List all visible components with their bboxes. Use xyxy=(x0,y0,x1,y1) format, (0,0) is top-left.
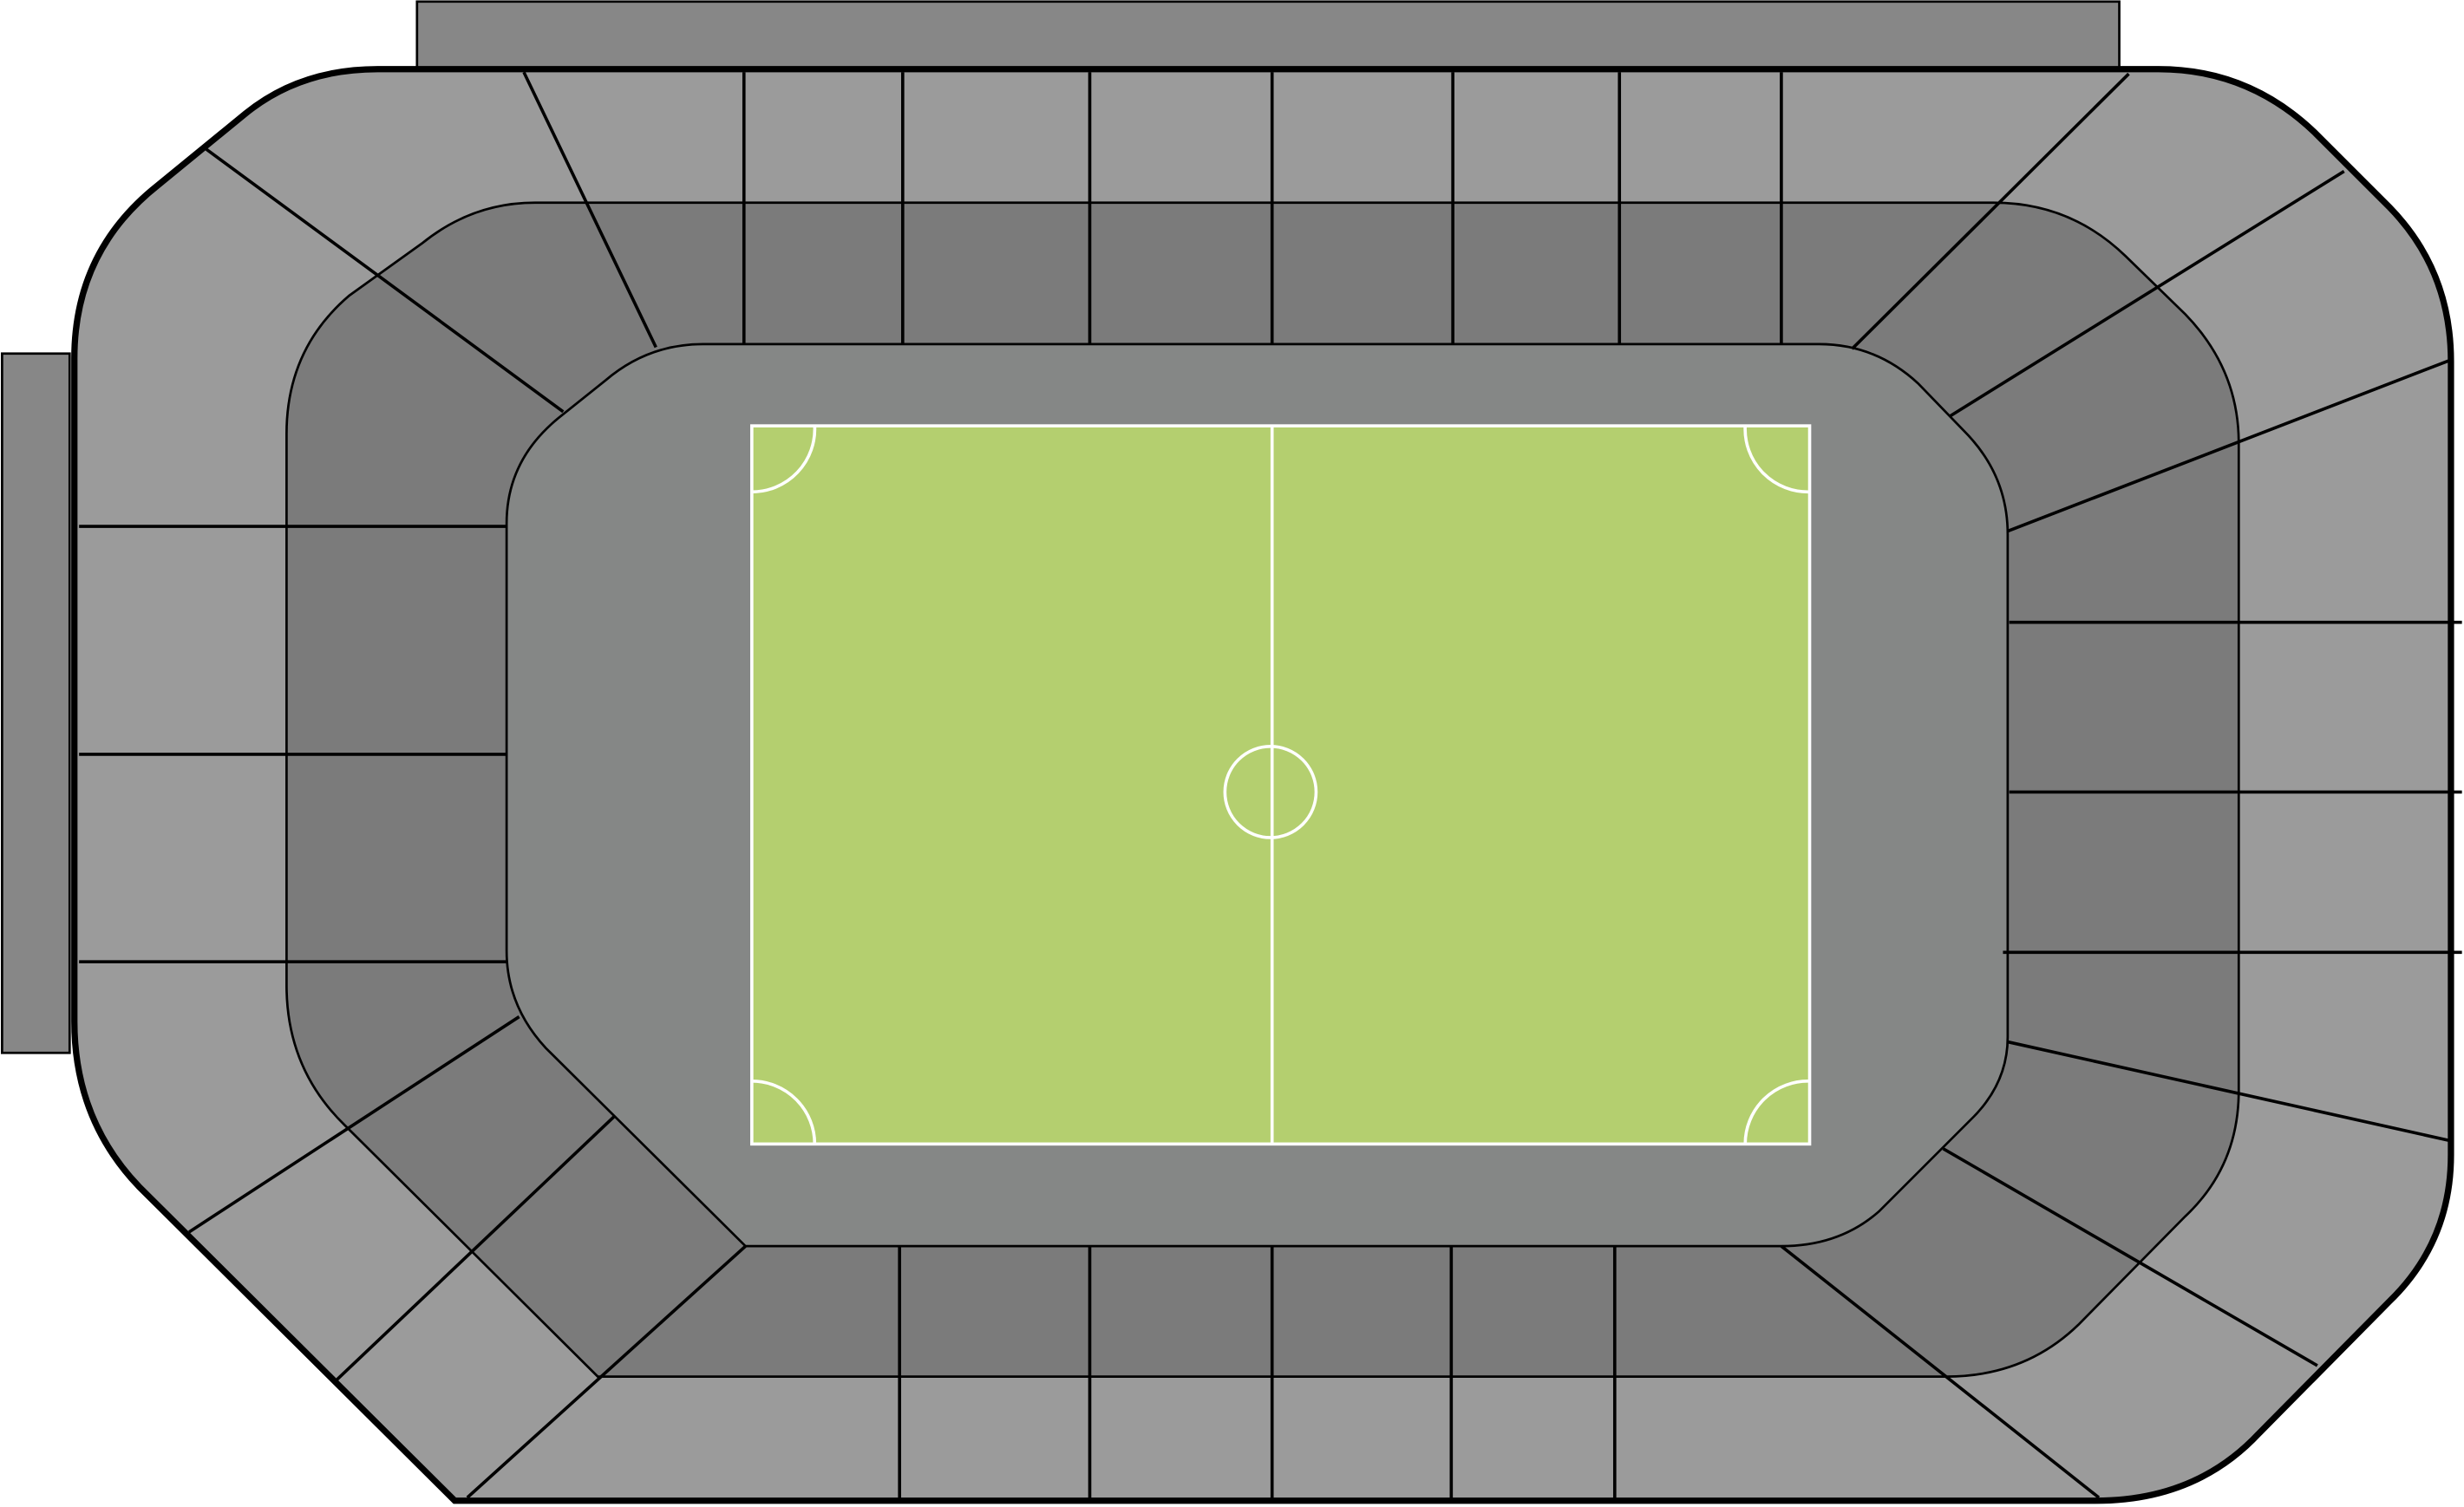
pitch-markings xyxy=(751,426,1810,1145)
corner-arc-sw xyxy=(751,1080,817,1145)
corner-arc-nw xyxy=(751,426,817,494)
corner-arc-se xyxy=(1743,1080,1810,1145)
pitch[interactable] xyxy=(750,424,1812,1146)
center-circle xyxy=(1223,745,1318,839)
west-stand-block[interactable] xyxy=(1,352,71,1054)
corner-arc-ne xyxy=(1743,426,1810,494)
section-dividers xyxy=(79,71,2462,1501)
north-stand-block[interactable] xyxy=(415,0,2121,72)
